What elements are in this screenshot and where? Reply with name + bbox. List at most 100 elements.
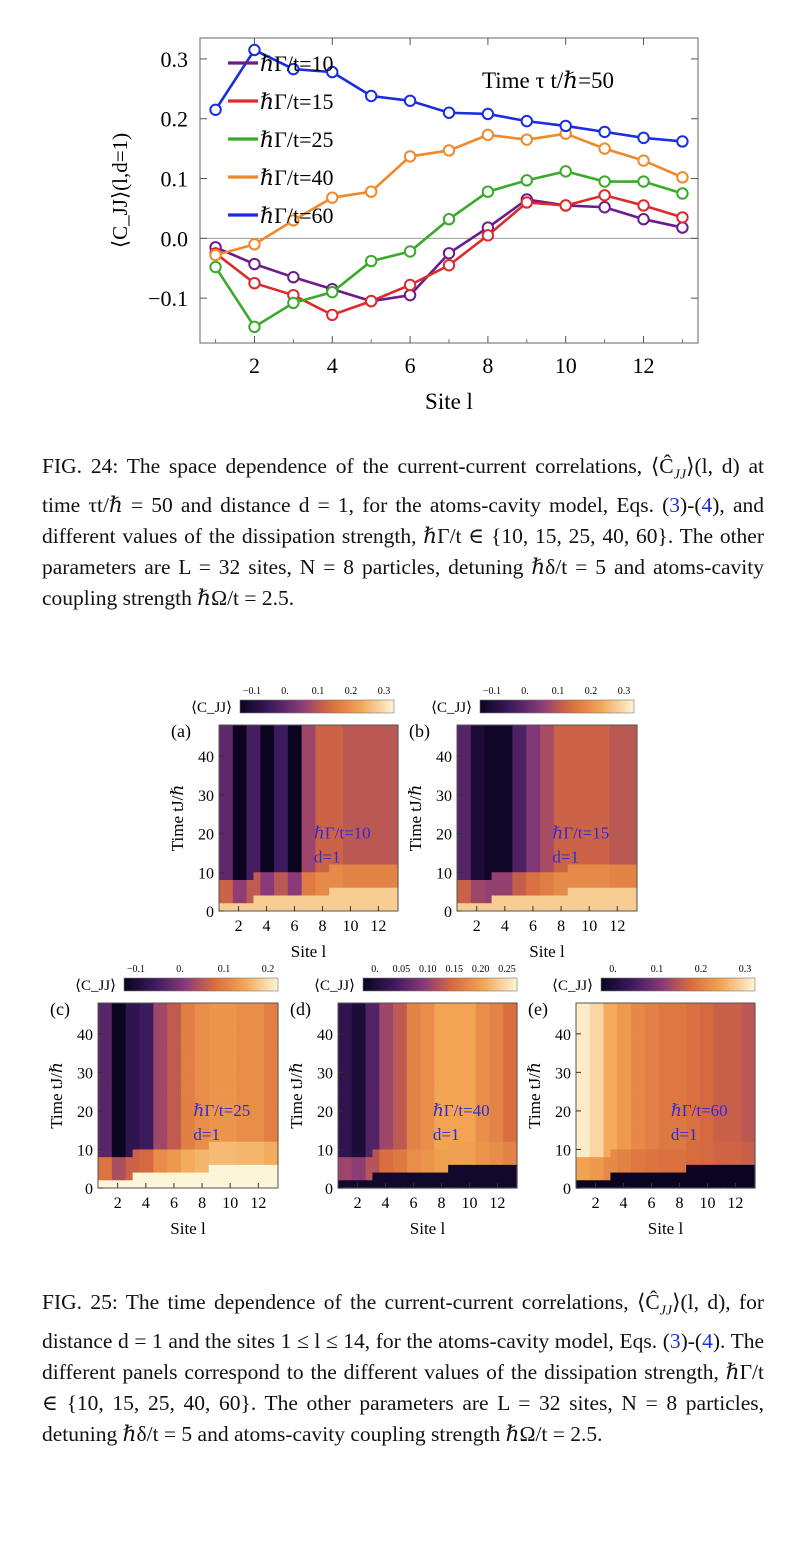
heatmap-cell	[174, 1064, 182, 1073]
heatmap-cell	[260, 810, 268, 819]
fig24-ref-eq3[interactable]: 3	[669, 493, 681, 518]
heatmap-cell	[160, 1095, 168, 1104]
heatmap-cell	[553, 810, 562, 819]
heatmap-cell	[727, 1126, 735, 1135]
fig24-ref-eq4[interactable]: 4	[701, 493, 713, 518]
heatmap-cell	[351, 1134, 360, 1143]
heatmap-cell	[287, 864, 296, 873]
heatmap-cell	[365, 1118, 374, 1127]
heatmap-cell	[239, 872, 248, 881]
heatmap-cell	[98, 1056, 106, 1066]
heatmap-cell	[118, 1010, 127, 1020]
data-point	[481, 229, 495, 242]
heatmap-cell	[658, 1118, 667, 1127]
heatmap-cell	[287, 841, 296, 850]
heatmap-cell	[699, 1164, 708, 1174]
heatmap-cell	[267, 732, 275, 742]
heatmap-cell	[679, 1041, 687, 1050]
heatmap-cell	[581, 895, 590, 904]
heatmap-cell	[434, 1010, 442, 1020]
heatmap-cell	[253, 725, 261, 734]
heatmap-cell	[384, 725, 392, 734]
heatmap-cell	[441, 1180, 449, 1189]
heatmap-cell	[118, 1026, 127, 1035]
heatmap-cell	[215, 1103, 224, 1112]
heatmap-cell	[413, 1172, 422, 1181]
heatmap-cell	[699, 1041, 708, 1050]
heatmap-cell	[631, 1118, 639, 1127]
heatmap-cell	[257, 1064, 265, 1073]
heatmap-cell	[246, 732, 255, 742]
heatmap-cell	[358, 1103, 367, 1112]
fig25-ref-eq3[interactable]: 3	[669, 1329, 681, 1354]
heatmap-cell	[379, 1134, 387, 1143]
colorbar-tick-label: −0.1	[483, 686, 501, 697]
heatmap-cell	[540, 903, 548, 912]
heatmap-cell	[602, 825, 610, 835]
heatmap-cell	[560, 794, 569, 804]
heatmap-cell	[547, 903, 555, 912]
heatmap-cell	[274, 880, 282, 889]
heatmap-cell	[342, 887, 351, 897]
heatmap-cell	[503, 1010, 511, 1020]
heatmap-cell	[510, 1041, 518, 1050]
heatmap-cell	[315, 779, 323, 788]
heatmap-cell	[358, 1141, 367, 1151]
heatmap-cell	[540, 763, 548, 773]
heatmap-cell	[672, 1180, 680, 1189]
heatmap-cell	[603, 1041, 612, 1050]
heatmap-cell	[118, 1087, 127, 1097]
heatmap-cell	[250, 1033, 258, 1043]
heatmap-cell	[533, 725, 541, 734]
heatmap-cell	[630, 763, 638, 773]
heatmap-cell	[616, 849, 624, 858]
heatmap-cell	[484, 833, 493, 842]
heatmap-cell	[553, 880, 562, 889]
heatmap-cell	[610, 1103, 618, 1112]
heatmap-cell	[547, 864, 555, 873]
heatmap-cell	[393, 1056, 401, 1066]
heatmap-cell	[308, 802, 316, 811]
fig25-ref-eq4[interactable]: 4	[702, 1329, 713, 1354]
heatmap-cell	[526, 872, 534, 881]
heatmap-cell	[372, 1064, 380, 1073]
heatmap-cell	[679, 1072, 687, 1081]
heatmap-cell	[491, 818, 500, 827]
heatmap-cell	[274, 740, 282, 749]
heatmap-cell	[225, 833, 234, 842]
heatmap-cell	[146, 1033, 154, 1043]
y-tick-label: 10	[77, 1142, 93, 1159]
heatmap-cell	[720, 1072, 729, 1081]
heatmap-cell	[540, 856, 548, 866]
heatmap-cell	[399, 1056, 408, 1066]
heatmap-cell	[448, 1141, 456, 1151]
heatmap-cell	[463, 856, 472, 866]
heatmap-cell	[349, 810, 358, 819]
heatmap-cell	[246, 864, 255, 873]
heatmap-cell	[475, 1080, 484, 1089]
heatmap-cell	[617, 1164, 625, 1174]
heatmap-cell	[455, 1141, 463, 1151]
heatmap-cell	[463, 748, 472, 757]
heatmap-cell	[526, 740, 534, 749]
heatmap-cell	[489, 1033, 497, 1043]
heatmap-cell	[315, 763, 323, 773]
heatmap-cell	[208, 1080, 217, 1089]
heatmap-cell	[588, 849, 597, 858]
heatmap-cell	[679, 1126, 687, 1135]
colorbar-tick-label: 0.05	[393, 964, 411, 975]
heatmap-cell	[308, 756, 316, 765]
heatmap-cell	[372, 1141, 380, 1151]
heatmap-cell	[194, 1018, 203, 1027]
heatmap-cell	[713, 1118, 722, 1127]
heatmap-cell	[215, 1026, 224, 1035]
heatmap-cell	[294, 895, 303, 904]
heatmap-cell	[208, 1118, 217, 1127]
heatmap-cell	[505, 756, 513, 765]
heatmap-cell	[399, 1064, 408, 1073]
heatmap-cell	[510, 1141, 518, 1151]
heatmap-cell	[427, 1018, 435, 1027]
heatmap-cell	[239, 756, 248, 765]
heatmap-cell	[118, 1126, 127, 1135]
heatmap-cell	[132, 1103, 141, 1112]
